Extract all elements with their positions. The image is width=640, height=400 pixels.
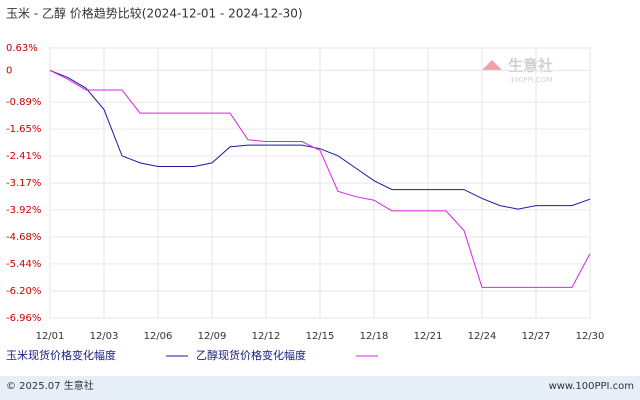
y-tick-label: -3.17% [6, 178, 41, 189]
x-tick-label: 12/18 [360, 331, 389, 342]
y-tick-label: -4.68% [6, 232, 41, 243]
series-line [49, 69, 591, 210]
watermark-subtext: 100PPI.COM [510, 76, 553, 84]
y-tick-label: -6.96% [6, 313, 41, 324]
x-tick-label: 12/27 [522, 331, 551, 342]
legend-label: 乙醇现货价格变化幅度 [196, 348, 306, 362]
footer-band [0, 376, 640, 400]
y-tick-label: 0.63% [6, 43, 38, 54]
footer-left: © 2025.07 生意社 [6, 379, 94, 392]
watermark-icon [482, 60, 502, 70]
x-tick-label: 12/09 [198, 331, 227, 342]
x-tick-label: 12/21 [414, 331, 443, 342]
x-tick-label: 12/03 [90, 331, 119, 342]
legend-label: 玉米现货价格变化幅度 [6, 348, 116, 362]
y-tick-label: -1.65% [6, 124, 41, 135]
y-tick-label: -6.20% [6, 286, 41, 297]
y-tick-label: 0 [6, 65, 12, 76]
x-tick-label: 12/12 [252, 331, 281, 342]
watermark-text: 生意社 [508, 57, 553, 75]
y-tick-label: -5.44% [6, 259, 41, 270]
series-line [49, 69, 591, 288]
x-tick-label: 12/24 [468, 331, 497, 342]
y-tick-label: -0.89% [6, 97, 41, 108]
footer-right: www.100PPI.com [549, 381, 634, 392]
y-tick-label: -2.41% [6, 151, 41, 162]
x-tick-label: 12/15 [306, 331, 335, 342]
chart-title: 玉米 - 乙醇 价格趋势比较(2024-12-01 - 2024-12-30) [6, 6, 303, 21]
x-tick-label: 12/06 [144, 331, 173, 342]
x-tick-label: 12/30 [576, 331, 605, 342]
y-tick-label: -3.92% [6, 205, 41, 216]
x-tick-label: 12/01 [36, 331, 65, 342]
